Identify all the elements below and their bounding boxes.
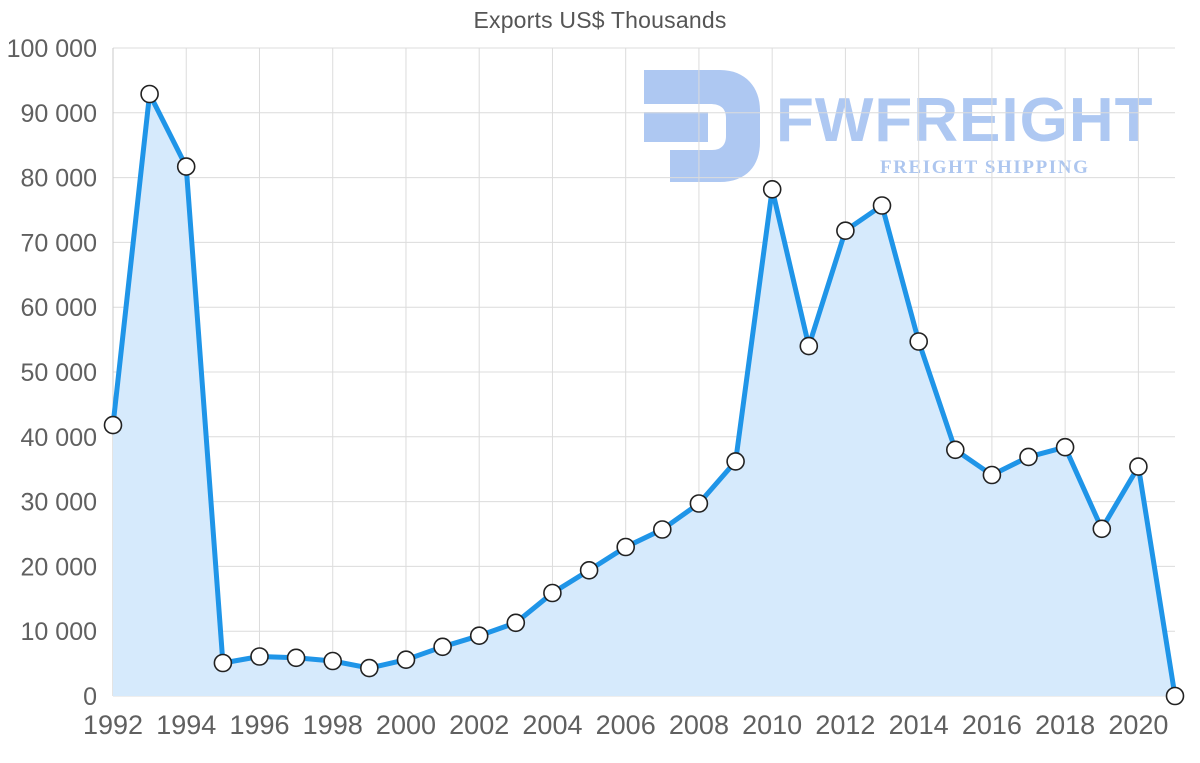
y-tick-label: 70 000 [21, 229, 97, 257]
y-tick-label: 80 000 [21, 165, 97, 193]
x-tick-label: 2000 [376, 710, 436, 740]
x-tick-label: 1992 [83, 710, 143, 740]
x-tick-label: 2004 [522, 710, 582, 740]
data-point-marker-2011[interactable] [799, 336, 819, 356]
y-tick-label: 10 000 [21, 618, 97, 646]
x-tick-label: 2020 [1108, 710, 1168, 740]
data-point-marker-2006[interactable] [616, 537, 636, 557]
data-point-marker-2000[interactable] [396, 650, 416, 670]
x-tick-label: 2014 [889, 710, 949, 740]
data-point-marker-1993[interactable] [140, 84, 159, 104]
data-point-marker-1995[interactable] [213, 653, 233, 673]
data-point-markers [103, 84, 1185, 706]
x-tick-label: 1996 [229, 710, 289, 740]
area-fill [113, 94, 1175, 696]
data-point-marker-2014[interactable] [909, 332, 929, 351]
data-point-marker-2003[interactable] [506, 613, 526, 633]
y-tick-label: 60 000 [21, 294, 97, 322]
x-tick-label: 2002 [449, 710, 509, 740]
x-axis-tick-labels: 1992 1994 1996 1998 2000 2002 2004 2006 2008 2010… [83, 710, 1168, 740]
data-point-marker-2020[interactable] [1129, 457, 1148, 476]
data-point-marker-2012[interactable] [836, 221, 855, 240]
data-point-marker-2010[interactable] [762, 180, 782, 199]
data-point-marker-2018[interactable] [1055, 437, 1075, 457]
y-tick-label: 20 000 [21, 553, 97, 581]
data-point-marker-2002[interactable] [469, 626, 489, 646]
x-tick-label: 2012 [815, 710, 875, 740]
data-point-marker-2016[interactable] [982, 465, 1002, 485]
data-point-marker-2019[interactable] [1092, 519, 1112, 539]
x-tick-label: 1998 [303, 710, 363, 740]
data-point-marker-2017[interactable] [1019, 447, 1038, 467]
y-tick-label: 40 000 [21, 424, 97, 452]
y-tick-label: 0 [83, 683, 97, 711]
data-point-marker-1998[interactable] [323, 651, 343, 671]
data-point-marker-1994[interactable] [176, 157, 196, 176]
data-point-marker-2008[interactable] [689, 494, 709, 513]
data-point-marker-1996[interactable] [250, 647, 269, 666]
x-tick-label: 2018 [1035, 710, 1095, 740]
y-tick-label: 50 000 [21, 359, 97, 387]
y-tick-label: 90 000 [21, 100, 97, 128]
x-tick-label: 2010 [742, 710, 802, 740]
data-point-marker-2009[interactable] [726, 452, 745, 471]
x-tick-label: 2006 [596, 710, 656, 740]
data-point-marker-2021[interactable] [1165, 686, 1185, 706]
data-point-marker-2015[interactable] [945, 440, 965, 460]
data-point-marker-1999[interactable] [359, 658, 379, 678]
data-point-marker-2004[interactable] [543, 583, 562, 603]
chart-title: Exports US$ Thousands [473, 7, 727, 33]
y-tick-label: 30 000 [21, 489, 97, 517]
data-point-marker-1992[interactable] [103, 415, 123, 435]
y-tick-label: 100 000 [7, 35, 97, 63]
x-tick-label: 2008 [669, 710, 729, 740]
data-point-marker-2007[interactable] [652, 520, 672, 539]
x-tick-label: 2016 [962, 710, 1022, 740]
y-axis-tick-labels: 0 10 000 20 000 30 000 40 000 50 000 60 000 70 … [7, 35, 97, 711]
data-point-marker-2001[interactable] [433, 637, 452, 657]
data-point-marker-2013[interactable] [872, 196, 892, 215]
x-tick-label: 1994 [156, 710, 216, 740]
data-point-marker-2005[interactable] [579, 560, 599, 580]
data-point-marker-1997[interactable] [286, 648, 306, 668]
